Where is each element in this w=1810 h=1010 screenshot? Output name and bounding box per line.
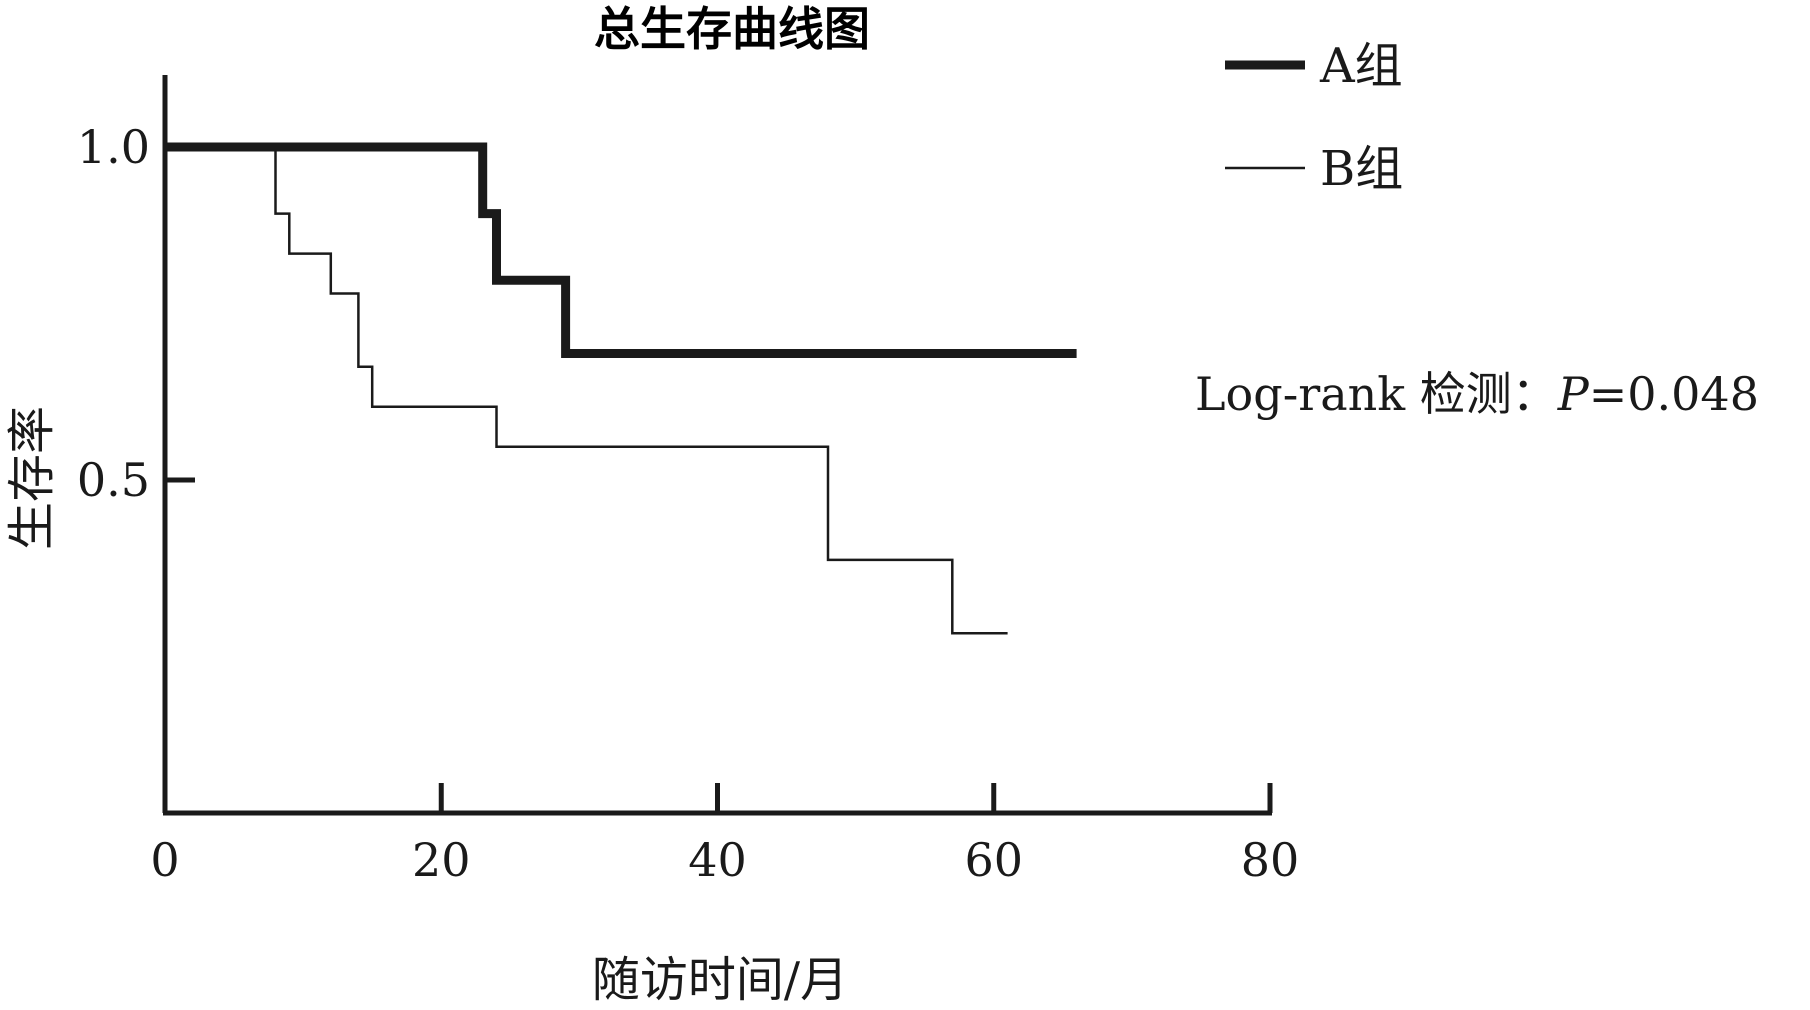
axes	[162, 75, 1273, 816]
legend-label-a: A组	[1319, 38, 1403, 94]
y-tick-label: 1.0	[77, 120, 150, 174]
y-tick-label: 0.5	[77, 453, 150, 507]
annotation-p-symbol: P	[1557, 367, 1590, 421]
y-axis-label: 生存率	[4, 406, 60, 550]
annotation-p-value: =0.048	[1589, 367, 1759, 421]
series-line-a	[165, 142, 1077, 358]
annotation-prefix: Log-rank 检测：	[1195, 367, 1558, 421]
logrank-annotation: Log-rank 检测：P=0.048	[1195, 367, 1759, 421]
series-line-b	[165, 145, 1008, 635]
legend-label-b: B组	[1320, 141, 1403, 197]
x-tick-label: 20	[412, 833, 471, 887]
x-axis-label: 随访时间/月	[592, 952, 848, 1008]
x-tick-label: 40	[688, 833, 747, 887]
x-tick-label: 0	[150, 833, 179, 887]
chart-title: 总生存曲线图	[594, 2, 870, 56]
legend: A组 B组	[1225, 38, 1403, 197]
x-tick-label: 80	[1241, 833, 1300, 887]
series-lines	[165, 142, 1077, 635]
tick-labels: 0 20 40 60 80 0.5 1.0	[77, 120, 1299, 887]
x-tick-label: 60	[964, 833, 1023, 887]
